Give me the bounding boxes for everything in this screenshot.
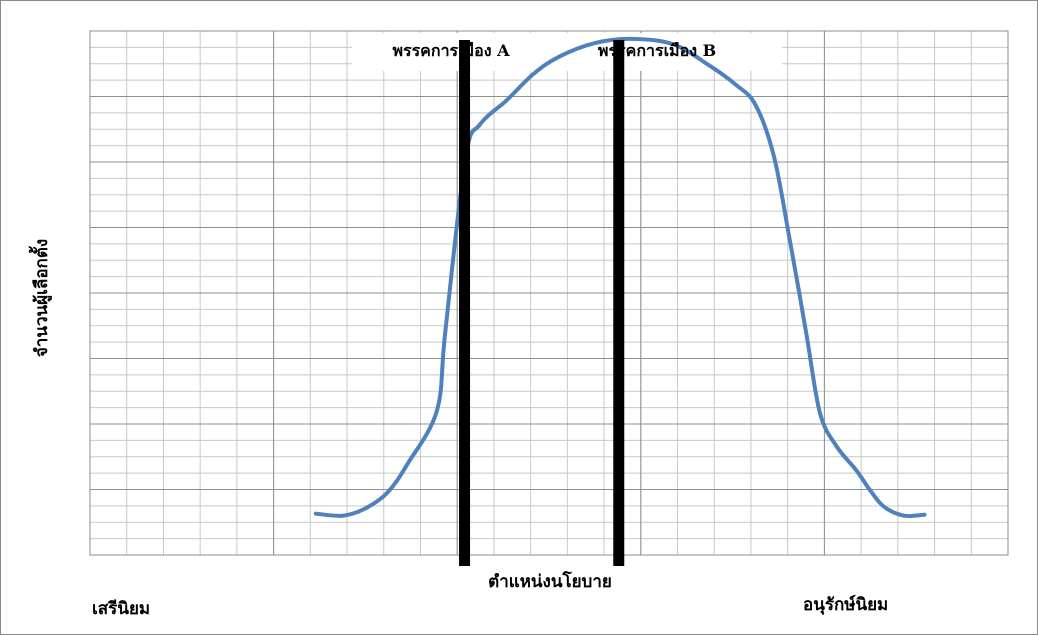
voter-distribution-curve xyxy=(313,36,927,519)
party-marker-label: พรรคการเมือง B xyxy=(598,41,716,60)
party-marker-labels: พรรคการเมือง A พรรคการเมือง B xyxy=(392,41,716,60)
plot-area-border xyxy=(89,30,1009,556)
party-marker-label: พรรคการเมือง A xyxy=(392,41,510,60)
party-marker-lines xyxy=(459,40,625,566)
x-axis-right-end-label: อนุรักษ์นิยม xyxy=(803,594,888,615)
x-axis-left-end-label: เสรีนิยม xyxy=(92,598,150,619)
y-axis-title: จำนวนผู้เลือกตั้ง xyxy=(28,239,53,357)
x-axis-title: ตำแหน่งนโยบาย xyxy=(488,571,612,592)
major-grid xyxy=(90,31,1008,555)
